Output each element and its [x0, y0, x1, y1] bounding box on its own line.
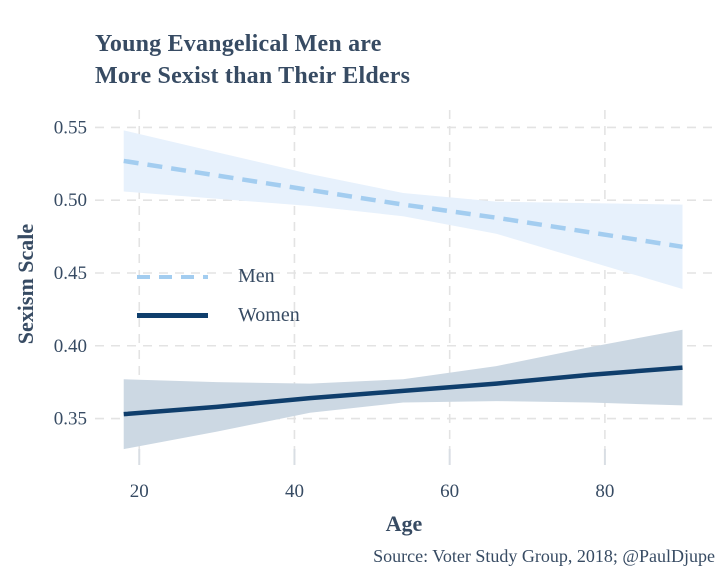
x-tick-label: 80: [595, 481, 614, 502]
legend-label-men: Men: [238, 265, 275, 287]
men-confidence-band: [123, 130, 683, 290]
legend-label-women: Women: [238, 304, 300, 326]
x-tick-label: 60: [440, 481, 459, 502]
legend-item-women: Women: [137, 304, 300, 327]
x-tick-label: 40: [285, 481, 304, 502]
men-dashed-line-sample: [137, 274, 208, 279]
y-tick-label: 0.55: [54, 117, 87, 138]
x-axis-title: Age: [385, 511, 423, 536]
women-trend-line: [123, 365, 683, 417]
y-tick-label: 0.40: [54, 336, 87, 357]
x-tick-label: 20: [130, 481, 149, 502]
women-solid-line-sample: [137, 313, 208, 318]
source-note: Source: Voter Study Group, 2018; @PaulDj…: [373, 546, 715, 566]
chart-title: Young Evangelical Men are More Sexist th…: [95, 28, 410, 92]
y-tick-label: 0.35: [54, 409, 87, 430]
legend-item-men: Men: [137, 265, 275, 288]
chart-title-line2: More Sexist than Their Elders: [95, 63, 411, 89]
y-tick-label: 0.45: [54, 263, 87, 284]
chart-title-line1: Young Evangelical Men are: [95, 31, 382, 57]
y-tick-label: 0.50: [54, 190, 87, 211]
